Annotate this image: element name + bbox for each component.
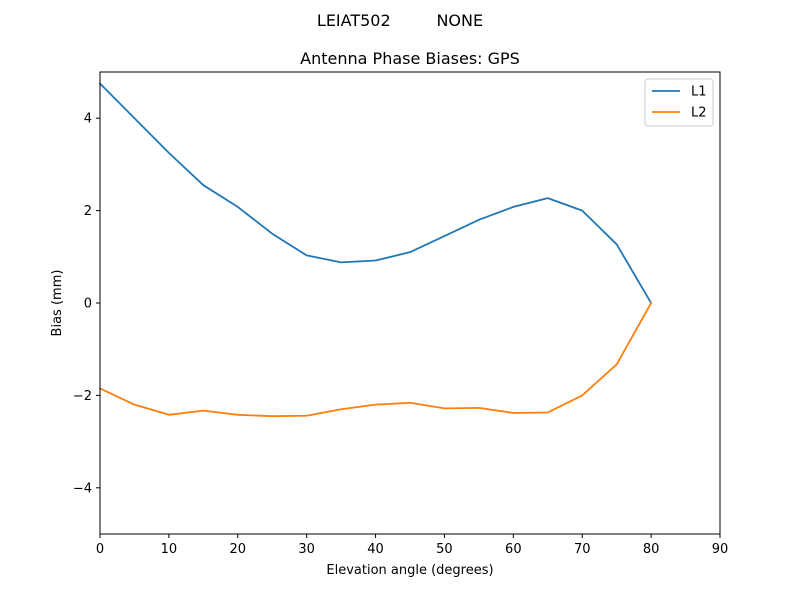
x-tick-label: 10	[161, 542, 178, 557]
y-tick-label: 2	[84, 204, 92, 219]
x-tick-label: 30	[298, 542, 315, 557]
x-tick-label: 60	[505, 542, 522, 557]
y-axis-label: Bias (mm)	[50, 270, 65, 337]
legend-label-l2: L2	[691, 106, 707, 121]
series-line-l2	[98, 301, 653, 418]
chart-suptitle: LEIAT502 NONE	[317, 11, 483, 30]
y-tick-label: 0	[84, 297, 92, 312]
x-tick-label: 80	[643, 542, 660, 557]
x-tick-label: 50	[436, 542, 453, 557]
x-tick-label: 70	[574, 542, 591, 557]
chart-title: Antenna Phase Biases: GPS	[300, 49, 520, 68]
x-tick-label: 40	[367, 542, 384, 557]
x-tick-label: 20	[230, 542, 247, 557]
axis-ticks: 0 10 20 30 40 50 60 70 80 90 −4 −2 0 2 4	[73, 112, 728, 557]
plot-area	[98, 82, 653, 418]
x-tick-label: 90	[712, 542, 729, 557]
y-tick-label: 4	[84, 112, 92, 127]
legend-label-l1: L1	[691, 85, 707, 100]
x-axis-label: Elevation angle (degrees)	[326, 563, 493, 578]
y-tick-label: −4	[73, 481, 92, 496]
plot-frame	[99, 71, 721, 535]
series-line-l1	[98, 82, 653, 305]
y-tick-label: −2	[73, 389, 92, 404]
x-tick-label: 0	[96, 542, 104, 557]
